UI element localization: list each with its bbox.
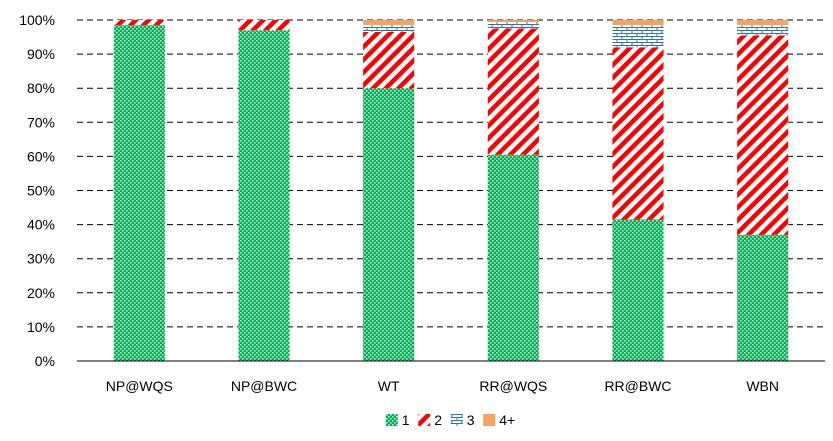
- x-tick-label: NP@WQS: [106, 378, 173, 394]
- y-tick-label: 40%: [27, 217, 55, 233]
- bar-segment: [363, 88, 415, 361]
- bar-segment: [737, 234, 789, 361]
- x-tick-label: WBN: [746, 378, 779, 394]
- legend-label: 2: [434, 412, 442, 428]
- bar-segment: [737, 25, 789, 36]
- legend-swatch: [418, 414, 431, 426]
- bar-segment: [612, 219, 664, 361]
- y-tick-label: 60%: [27, 148, 55, 164]
- bar-segment: [737, 20, 789, 26]
- bar-layer: [113, 20, 789, 362]
- legend: 1 2 3 4+: [385, 412, 515, 428]
- y-tick-label: 80%: [27, 80, 55, 96]
- y-tick-label: 70%: [27, 114, 55, 130]
- legend-swatch: [450, 414, 463, 426]
- x-tick-label: RR@WQS: [479, 378, 547, 394]
- y-tick-label: 0%: [35, 353, 55, 369]
- bar-segment: [487, 20, 539, 22]
- y-tick-label: 10%: [27, 319, 55, 335]
- y-tick-label: 30%: [27, 251, 55, 267]
- bar-segment: [487, 28, 539, 155]
- bar-segment: [238, 20, 290, 31]
- bar-segment: [113, 25, 165, 362]
- bar-segment: [363, 31, 415, 89]
- grid-layer: [77, 19, 825, 328]
- bar-segment: [363, 25, 415, 32]
- bar-segment: [612, 47, 664, 220]
- axis-layer: 0% 10% 20% 30% 40% 50% 60% 70% 80% 90% 100% NP@WQS N…: [19, 12, 825, 394]
- legend-label: 1: [402, 412, 410, 428]
- bar-segment: [487, 154, 539, 361]
- legend-label: 3: [467, 412, 475, 428]
- bar-segment: [612, 20, 664, 26]
- legend-swatch: [483, 414, 496, 426]
- bar-segment: [113, 20, 165, 26]
- x-tick-label: WT: [378, 378, 400, 394]
- bar-segment: [737, 35, 789, 235]
- legend-label: 4+: [499, 412, 515, 428]
- bar-segment: [487, 21, 539, 29]
- y-tick-label: 90%: [27, 46, 55, 62]
- x-tick-label: RR@BWC: [604, 378, 671, 394]
- bar-segment: [238, 30, 290, 361]
- bar-segment: [363, 20, 415, 26]
- y-tick-label: 50%: [27, 183, 55, 199]
- legend-swatch: [385, 414, 398, 426]
- y-tick-label: 100%: [19, 12, 55, 28]
- bar-segment: [612, 25, 664, 48]
- y-tick-label: 20%: [27, 285, 55, 301]
- x-tick-label: NP@BWC: [231, 378, 297, 394]
